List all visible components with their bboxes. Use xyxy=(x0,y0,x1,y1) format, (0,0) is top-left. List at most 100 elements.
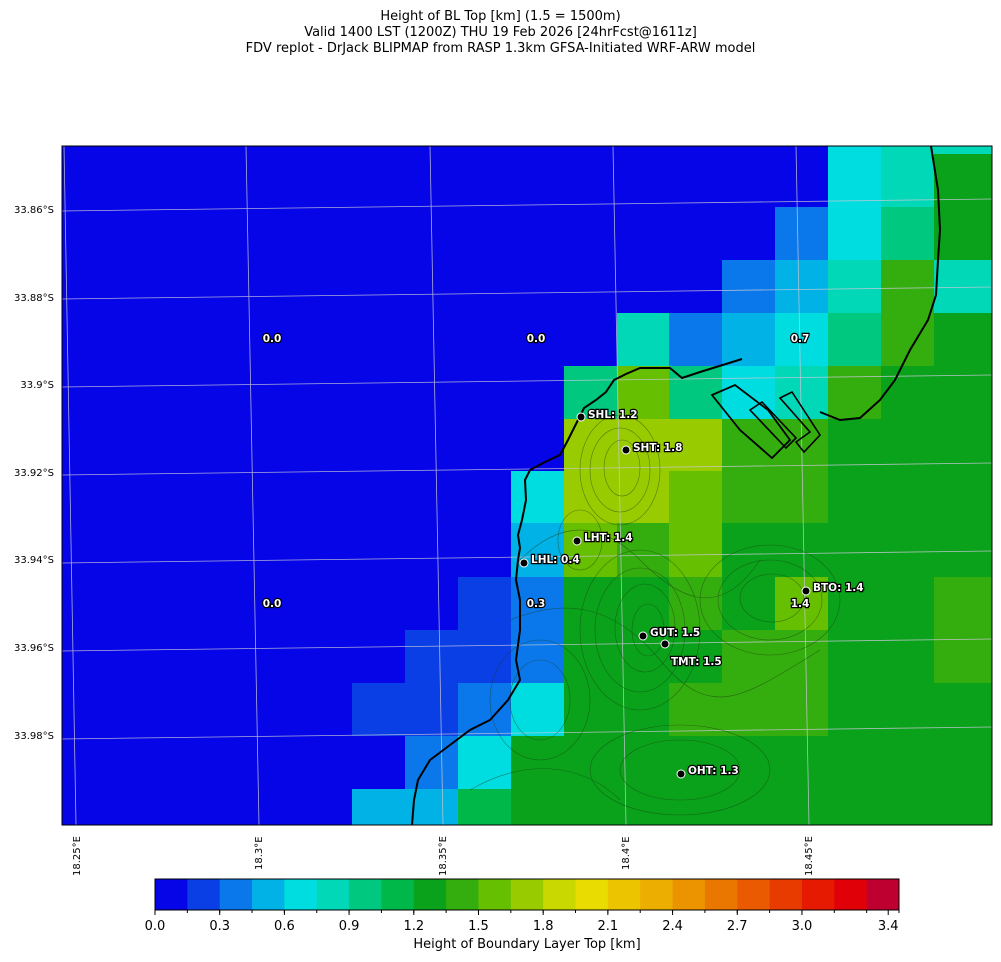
grid-cell xyxy=(775,313,828,366)
grid-cell xyxy=(458,577,511,630)
grid-cell xyxy=(828,260,881,313)
station-label: LHL: 0.4 xyxy=(531,554,580,566)
lon-line-18-30 xyxy=(245,146,260,825)
grid-cell xyxy=(669,523,722,577)
lon-tick: 18.4°E xyxy=(621,836,632,870)
colorbar-swatch xyxy=(866,879,900,910)
colorbar-tick-label: 2.4 xyxy=(662,919,683,934)
colorbar-tick-label: 3.0 xyxy=(792,919,813,934)
grid-cell xyxy=(511,789,992,825)
grid-cell xyxy=(352,789,405,825)
grid-cell xyxy=(564,523,617,577)
grid-cell xyxy=(881,260,934,313)
station-bto[interactable]: BTO: 1.4 xyxy=(801,581,865,596)
colorbar-swatch xyxy=(834,879,868,910)
grid-cell xyxy=(352,683,405,736)
grid-cell xyxy=(669,419,722,471)
station-label: SHL: 1.2 xyxy=(588,409,638,421)
terrain-contours xyxy=(469,414,841,816)
grid-cell xyxy=(722,366,775,419)
colorbar-swatch xyxy=(252,879,285,910)
grid-cell xyxy=(722,630,775,683)
grid-cell xyxy=(881,146,934,207)
grid-cell xyxy=(881,207,934,260)
grid-cell xyxy=(669,577,722,630)
grid-cell xyxy=(458,683,511,736)
colorbar-tick-label: 0.6 xyxy=(274,919,295,934)
colorbar-tick-label: 1.2 xyxy=(403,919,424,934)
grid-cell xyxy=(828,419,992,471)
colorbar-swatch xyxy=(640,879,674,910)
grid-cell xyxy=(828,471,992,523)
grid-cell xyxy=(934,630,992,683)
station-oht[interactable]: OHT: 1.3 xyxy=(676,764,740,779)
grid-cell xyxy=(511,683,564,736)
colorbar-swatch xyxy=(801,879,835,910)
harbour-pier xyxy=(748,400,798,450)
colorbar-tick-label: 0.9 xyxy=(339,919,360,934)
station-shl[interactable]: SHL: 1.2 xyxy=(576,408,639,422)
station-lht[interactable]: LHT: 1.4 xyxy=(572,531,634,546)
colorbar-swatch xyxy=(704,879,738,910)
colorbar-swatch xyxy=(155,879,188,910)
grid-cell xyxy=(828,146,881,207)
grid-value-labels: 0.0 0.0 0.7 0.0 0.3 1.4 xyxy=(261,332,810,611)
grid-cell xyxy=(722,577,775,630)
lon-axis: 18.25°E 18.3°E 18.35°E 18.4°E 18.45°E xyxy=(72,836,815,876)
grid-cell xyxy=(775,683,828,736)
grid-cell xyxy=(722,471,775,523)
lat-line-33-90 xyxy=(62,374,992,388)
grid-cell xyxy=(722,523,828,577)
lon-tick: 18.45°E xyxy=(804,836,815,876)
station-marker xyxy=(576,412,586,422)
grid-cell xyxy=(617,419,669,471)
station-label: GUT: 1.5 xyxy=(650,627,700,639)
colorbar-swatch xyxy=(316,879,350,910)
grid-cell xyxy=(511,736,564,789)
grid-cell xyxy=(828,313,881,366)
map-area xyxy=(62,146,992,825)
colorbar-swatch xyxy=(478,879,512,910)
station-lhl[interactable]: LHL: 0.4 xyxy=(519,553,581,568)
grid-cell xyxy=(617,683,669,736)
grid-cell xyxy=(775,260,828,313)
grid-cell xyxy=(722,313,775,366)
lon-tick: 18.35°E xyxy=(438,836,449,876)
colorbar-frame xyxy=(154,878,900,911)
coastline-east xyxy=(819,146,942,422)
grid-cell xyxy=(775,471,828,523)
lat-tick: 33.92°S xyxy=(14,468,54,479)
station-marker xyxy=(621,445,631,455)
grid-cell xyxy=(934,207,992,260)
harbour-breakwater xyxy=(778,390,822,454)
colorbar-swatch xyxy=(575,879,609,910)
colorbar-swatch xyxy=(769,879,803,910)
lat-line-33-94 xyxy=(62,550,992,564)
station-gut[interactable]: GUT: 1.5 xyxy=(638,626,701,641)
colorbar-tick-label: 0.0 xyxy=(145,919,166,934)
lat-tick: 33.88°S xyxy=(14,293,54,304)
grid-value: 0.7 xyxy=(791,333,810,345)
lat-line-33-92 xyxy=(62,462,992,476)
station-sht[interactable]: SHT: 1.8 xyxy=(621,441,684,455)
colorbar-swatches xyxy=(155,879,900,910)
colorbar-swatch xyxy=(413,879,447,910)
grid-cell xyxy=(722,260,775,313)
grid-cell xyxy=(405,683,458,736)
lat-line-33-98 xyxy=(62,726,992,740)
grid-value: 0.0 xyxy=(527,333,546,345)
station-tmt[interactable]: TMT: 1.5 xyxy=(660,639,723,669)
grid-cell xyxy=(828,630,934,683)
colorbar: 0.0 0.3 0.6 0.9 1.2 1.5 1.8 2.1 2.4 2.7 3.0 3.4 Hei… xyxy=(145,878,900,952)
lat-tick: 33.98°S xyxy=(14,731,54,742)
station-marker xyxy=(660,639,670,649)
grid-cell xyxy=(458,630,511,683)
grid-cell xyxy=(881,313,934,366)
grid-cell xyxy=(775,630,828,683)
grid-cell xyxy=(458,789,511,825)
grid-cell xyxy=(934,260,992,313)
station-label: LHT: 1.4 xyxy=(584,532,633,544)
grid-cell xyxy=(458,736,511,789)
grid-cell xyxy=(617,577,669,630)
